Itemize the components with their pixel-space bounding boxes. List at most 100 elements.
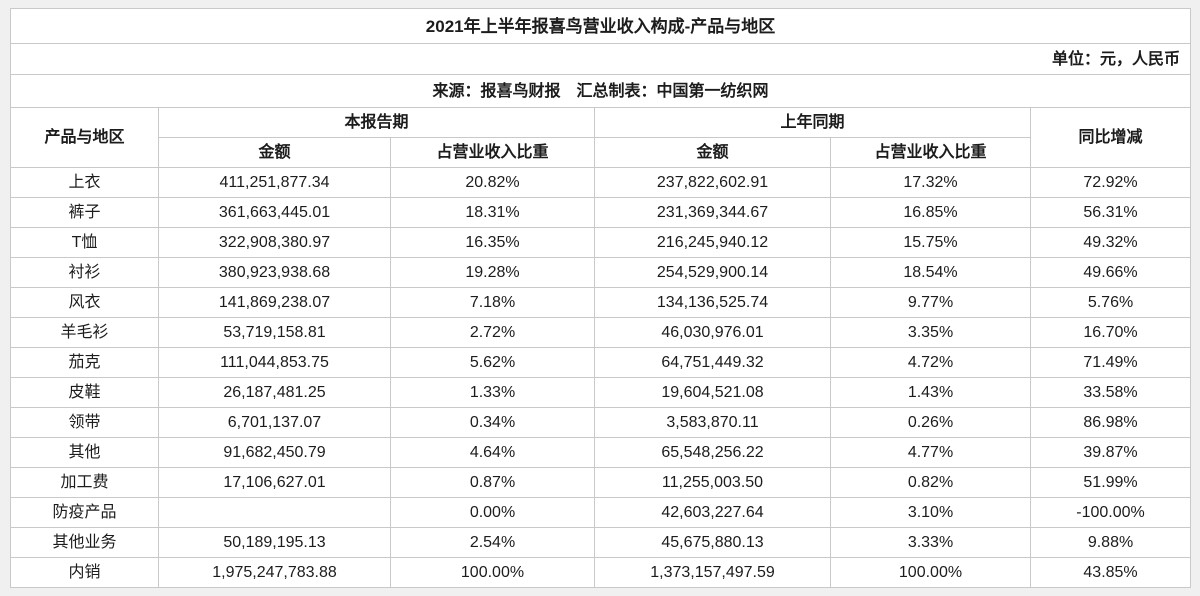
- table-row: 裤子 361,663,445.01 18.31% 231,369,344.67 16.8…: [10, 197, 1192, 228]
- current-amount-cell: 380,923,938.68: [158, 257, 391, 288]
- current-amount-cell: 411,251,877.34: [158, 167, 391, 198]
- yoy-cell: 33.58%: [1029, 377, 1192, 408]
- current-ratio-cell: 0.87%: [390, 467, 595, 498]
- prior-amount-cell: 64,751,449.32: [594, 347, 831, 378]
- source-row: 来源：报喜鸟财报 汇总制表：中国第一纺织网: [9, 74, 1192, 108]
- product-cell: 裤子: [10, 197, 159, 228]
- product-cell: 领带: [10, 407, 159, 438]
- prior-amount-cell: 134,136,525.74: [594, 287, 831, 318]
- yoy-cell: -100.00%: [1029, 497, 1192, 528]
- col-header-ratio-prior: 占营业收入比重: [830, 137, 1031, 168]
- yoy-cell: 72.92%: [1029, 167, 1192, 198]
- table-row: 上衣 411,251,877.34 20.82% 237,822,602.91 17.3…: [10, 167, 1192, 198]
- col-group-prior-period: 上年同期: [594, 107, 1031, 138]
- prior-ratio-cell: 0.82%: [830, 467, 1031, 498]
- yoy-cell: 56.31%: [1029, 197, 1192, 228]
- table-row: 防疫产品 0.00% 42,603,227.64 3.10% -100.00%: [10, 497, 1192, 528]
- yoy-cell: 9.88%: [1029, 527, 1192, 558]
- prior-ratio-cell: 15.75%: [830, 227, 1031, 258]
- product-cell: 加工费: [10, 467, 159, 498]
- yoy-cell: 71.49%: [1029, 347, 1192, 378]
- prior-amount-cell: 65,548,256.22: [594, 437, 831, 468]
- prior-amount-cell: 1,373,157,497.59: [594, 557, 831, 588]
- table-row: 其他业务 50,189,195.13 2.54% 45,675,880.13 3.33%…: [10, 527, 1192, 558]
- current-ratio-cell: 18.31%: [390, 197, 595, 228]
- current-ratio-cell: 19.28%: [390, 257, 595, 288]
- yoy-cell: 16.70%: [1029, 317, 1192, 348]
- yoy-cell: 86.98%: [1029, 407, 1192, 438]
- prior-ratio-cell: 1.43%: [830, 377, 1031, 408]
- product-cell: 茄克: [10, 347, 159, 378]
- table-row: 衬衫 380,923,938.68 19.28% 254,529,900.14 18.5…: [10, 257, 1192, 288]
- table-row: 内销 1,975,247,783.88 100.00% 1,373,157,497.5…: [10, 557, 1192, 588]
- current-amount-cell: 111,044,853.75: [158, 347, 391, 378]
- prior-amount-cell: 3,583,870.11: [594, 407, 831, 438]
- current-amount-cell: 17,106,627.01: [158, 467, 391, 498]
- header-group-row: 产品与地区 本报告期 上年同期 同比增减: [10, 107, 1192, 168]
- prior-amount-cell: 42,603,227.64: [594, 497, 831, 528]
- current-amount-cell: [158, 497, 391, 528]
- current-amount-cell: 361,663,445.01: [158, 197, 391, 228]
- product-cell: 风衣: [10, 287, 159, 318]
- prior-ratio-cell: 4.72%: [830, 347, 1031, 378]
- table-row: 领带 6,701,137.07 0.34% 3,583,870.11 0.26% 86.9…: [10, 407, 1192, 438]
- prior-ratio-cell: 3.10%: [830, 497, 1031, 528]
- current-ratio-cell: 100.00%: [390, 557, 595, 588]
- col-header-product: 产品与地区: [10, 107, 159, 168]
- page-title: 2021年上半年报喜鸟营业收入构成-产品与地区: [9, 8, 1192, 44]
- table-row: 加工费 17,106,627.01 0.87% 11,255,003.50 0.82% 5…: [10, 467, 1192, 498]
- prior-ratio-cell: 16.85%: [830, 197, 1031, 228]
- unit-note: 单位：元，人民币: [9, 43, 1192, 75]
- current-amount-cell: 6,701,137.07: [158, 407, 391, 438]
- yoy-cell: 51.99%: [1029, 467, 1192, 498]
- current-ratio-cell: 7.18%: [390, 287, 595, 318]
- current-amount-cell: 1,975,247,783.88: [158, 557, 391, 588]
- col-header-ratio-current: 占营业收入比重: [390, 137, 595, 168]
- table-row: 茄克 111,044,853.75 5.62% 64,751,449.32 4.72% 7…: [10, 347, 1192, 378]
- yoy-cell: 49.32%: [1029, 227, 1192, 258]
- table-row: 羊毛衫 53,719,158.81 2.72% 46,030,976.01 3.35% 1…: [10, 317, 1192, 348]
- table-body: 上衣 411,251,877.34 20.82% 237,822,602.91 17.3…: [10, 167, 1192, 588]
- current-ratio-cell: 5.62%: [390, 347, 595, 378]
- product-cell: 上衣: [10, 167, 159, 198]
- product-cell: 内销: [10, 557, 159, 588]
- current-amount-cell: 50,189,195.13: [158, 527, 391, 558]
- prior-amount-cell: 45,675,880.13: [594, 527, 831, 558]
- table-row: 皮鞋 26,187,481.25 1.33% 19,604,521.08 1.43% 33…: [10, 377, 1192, 408]
- prior-ratio-cell: 18.54%: [830, 257, 1031, 288]
- prior-amount-cell: 19,604,521.08: [594, 377, 831, 408]
- prior-ratio-cell: 9.77%: [830, 287, 1031, 318]
- prior-ratio-cell: 0.26%: [830, 407, 1031, 438]
- header-sub-row: 金额 占营业收入比重 金额 占营业收入比重: [11, 137, 1191, 168]
- product-cell: 衬衫: [10, 257, 159, 288]
- current-amount-cell: 322,908,380.97: [158, 227, 391, 258]
- prior-amount-cell: 46,030,976.01: [594, 317, 831, 348]
- prior-amount-cell: 11,255,003.50: [594, 467, 831, 498]
- source-note: 来源：报喜鸟财报 汇总制表：中国第一纺织网: [9, 74, 1192, 108]
- yoy-cell: 5.76%: [1029, 287, 1192, 318]
- current-ratio-cell: 2.54%: [390, 527, 595, 558]
- prior-ratio-cell: 3.35%: [830, 317, 1031, 348]
- product-cell: 防疫产品: [10, 497, 159, 528]
- table-row: 其他 91,682,450.79 4.64% 65,548,256.22 4.77% 39…: [10, 437, 1192, 468]
- prior-ratio-cell: 3.33%: [830, 527, 1031, 558]
- current-ratio-cell: 1.33%: [390, 377, 595, 408]
- current-ratio-cell: 0.00%: [390, 497, 595, 528]
- table-row: T恤 322,908,380.97 16.35% 216,245,940.12 15.7…: [10, 227, 1192, 258]
- yoy-cell: 43.85%: [1029, 557, 1192, 588]
- prior-ratio-cell: 4.77%: [830, 437, 1031, 468]
- col-header-yoy: 同比增减: [1029, 107, 1192, 168]
- title-row: 2021年上半年报喜鸟营业收入构成-产品与地区: [9, 8, 1192, 44]
- current-ratio-cell: 20.82%: [390, 167, 595, 198]
- current-amount-cell: 141,869,238.07: [158, 287, 391, 318]
- current-ratio-cell: 4.64%: [390, 437, 595, 468]
- col-header-amount-prior: 金额: [594, 137, 831, 168]
- prior-amount-cell: 231,369,344.67: [594, 197, 831, 228]
- product-cell: 其他业务: [10, 527, 159, 558]
- product-cell: T恤: [10, 227, 159, 258]
- yoy-cell: 49.66%: [1029, 257, 1192, 288]
- current-ratio-cell: 16.35%: [390, 227, 595, 258]
- current-amount-cell: 91,682,450.79: [158, 437, 391, 468]
- table-row: 风衣 141,869,238.07 7.18% 134,136,525.74 9.77%…: [10, 287, 1192, 318]
